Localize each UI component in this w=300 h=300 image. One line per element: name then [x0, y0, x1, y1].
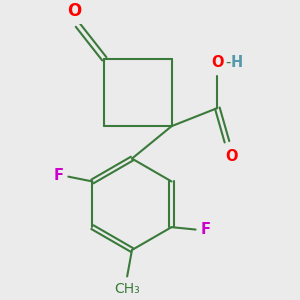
- Text: H: H: [230, 55, 243, 70]
- Text: F: F: [53, 168, 64, 183]
- Text: F: F: [200, 222, 210, 237]
- Text: O: O: [211, 55, 224, 70]
- Text: -: -: [225, 55, 230, 70]
- Text: O: O: [67, 2, 81, 20]
- Text: O: O: [226, 149, 238, 164]
- Text: CH₃: CH₃: [114, 283, 140, 296]
